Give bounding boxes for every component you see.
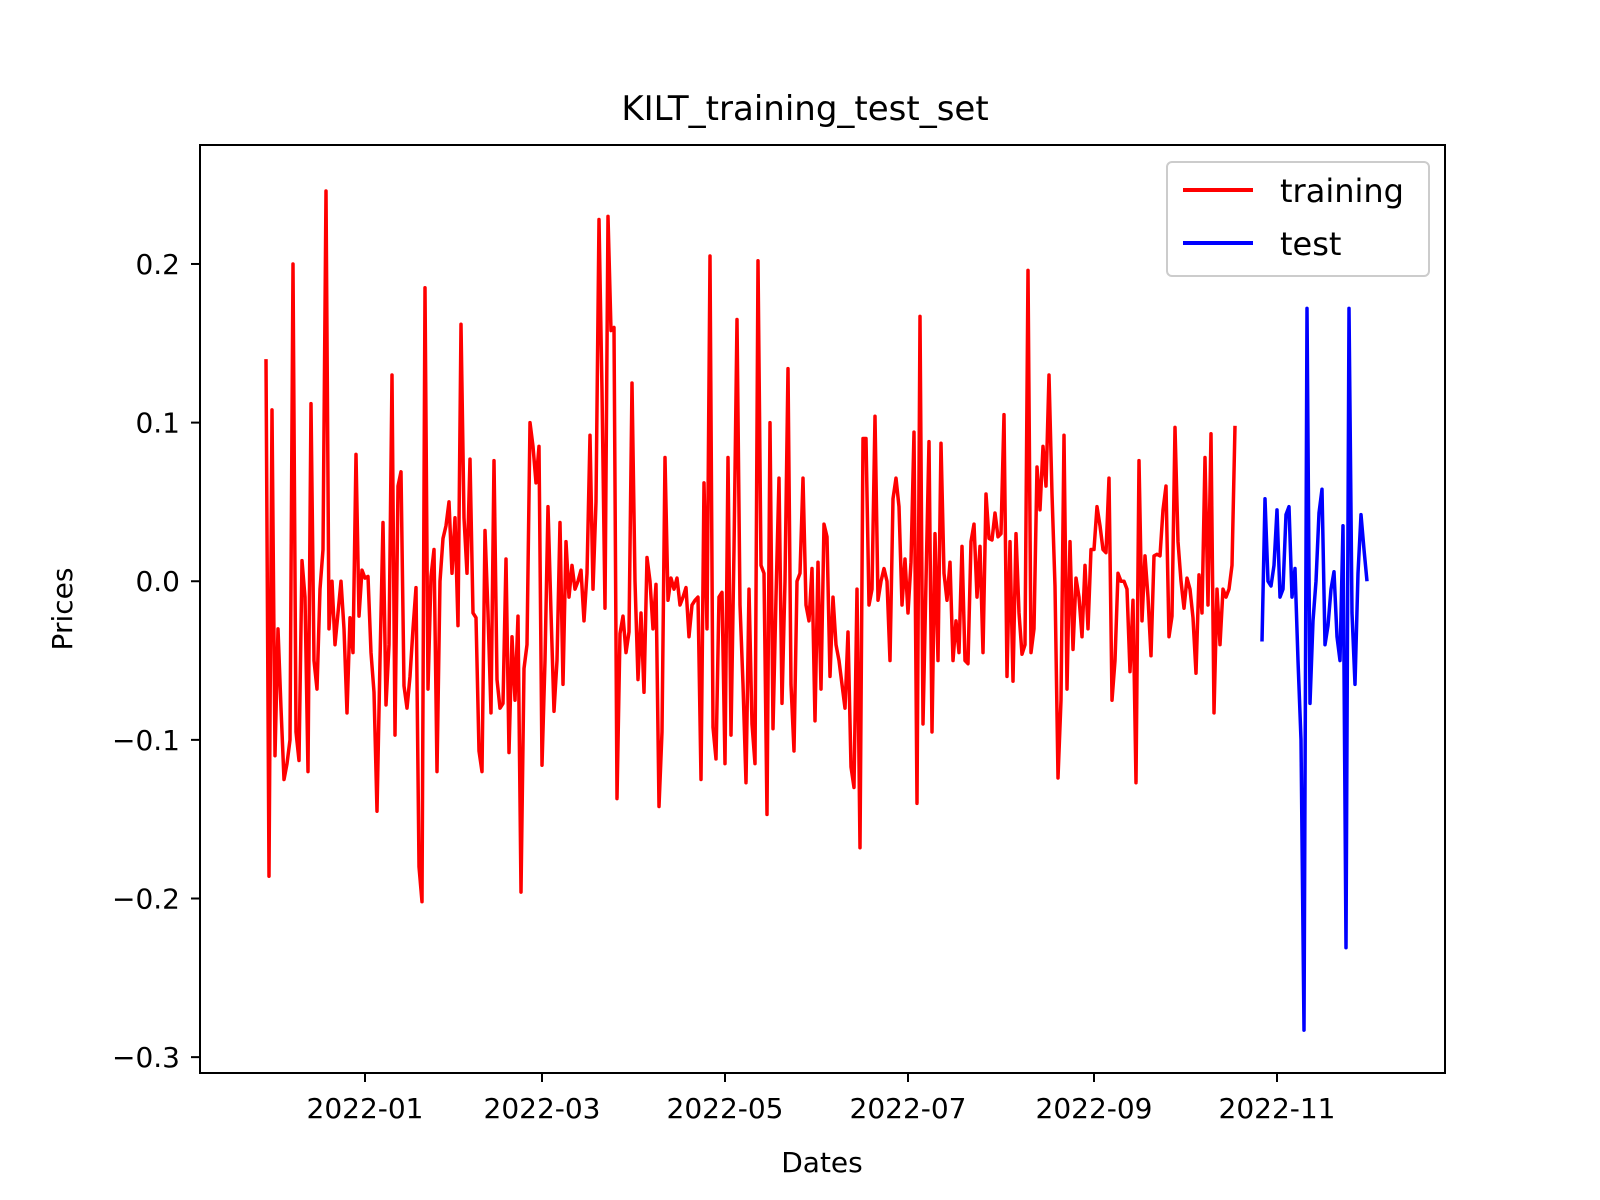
series-line-training — [264, 189, 1237, 904]
x-tick-label: 2022-03 — [484, 1092, 601, 1125]
x-tick-label: 2022-09 — [1036, 1092, 1153, 1125]
y-tick-label: −0.3 — [112, 1041, 180, 1074]
y-axis-label: Prices — [46, 568, 79, 651]
x-tick-label: 2022-01 — [307, 1092, 424, 1125]
x-tick-label: 2022-05 — [667, 1092, 784, 1125]
chart-title: KILT_training_test_set — [621, 89, 988, 129]
legend-label-test: test — [1280, 225, 1341, 263]
series-layer — [264, 189, 1369, 1032]
axes-frame — [199, 144, 1446, 1074]
legend: training test — [1166, 161, 1430, 277]
y-tick-label: 0.1 — [135, 407, 180, 440]
x-tick-label: 2022-07 — [850, 1092, 967, 1125]
legend-label-training: training — [1280, 172, 1404, 210]
y-tick-label: 0.2 — [135, 248, 180, 281]
y-tick-label: −0.1 — [112, 724, 180, 757]
y-tick-label: 0.0 — [135, 565, 180, 598]
y-tick-label: −0.2 — [112, 883, 180, 916]
series-line-test — [1260, 306, 1369, 1032]
x-axis-label: Dates — [781, 1146, 863, 1179]
axis-ticks: 2022-01 2022-03 2022-05 2022-07 2022-09 2022-… — [112, 248, 1336, 1125]
x-tick-label: 2022-11 — [1219, 1092, 1336, 1125]
